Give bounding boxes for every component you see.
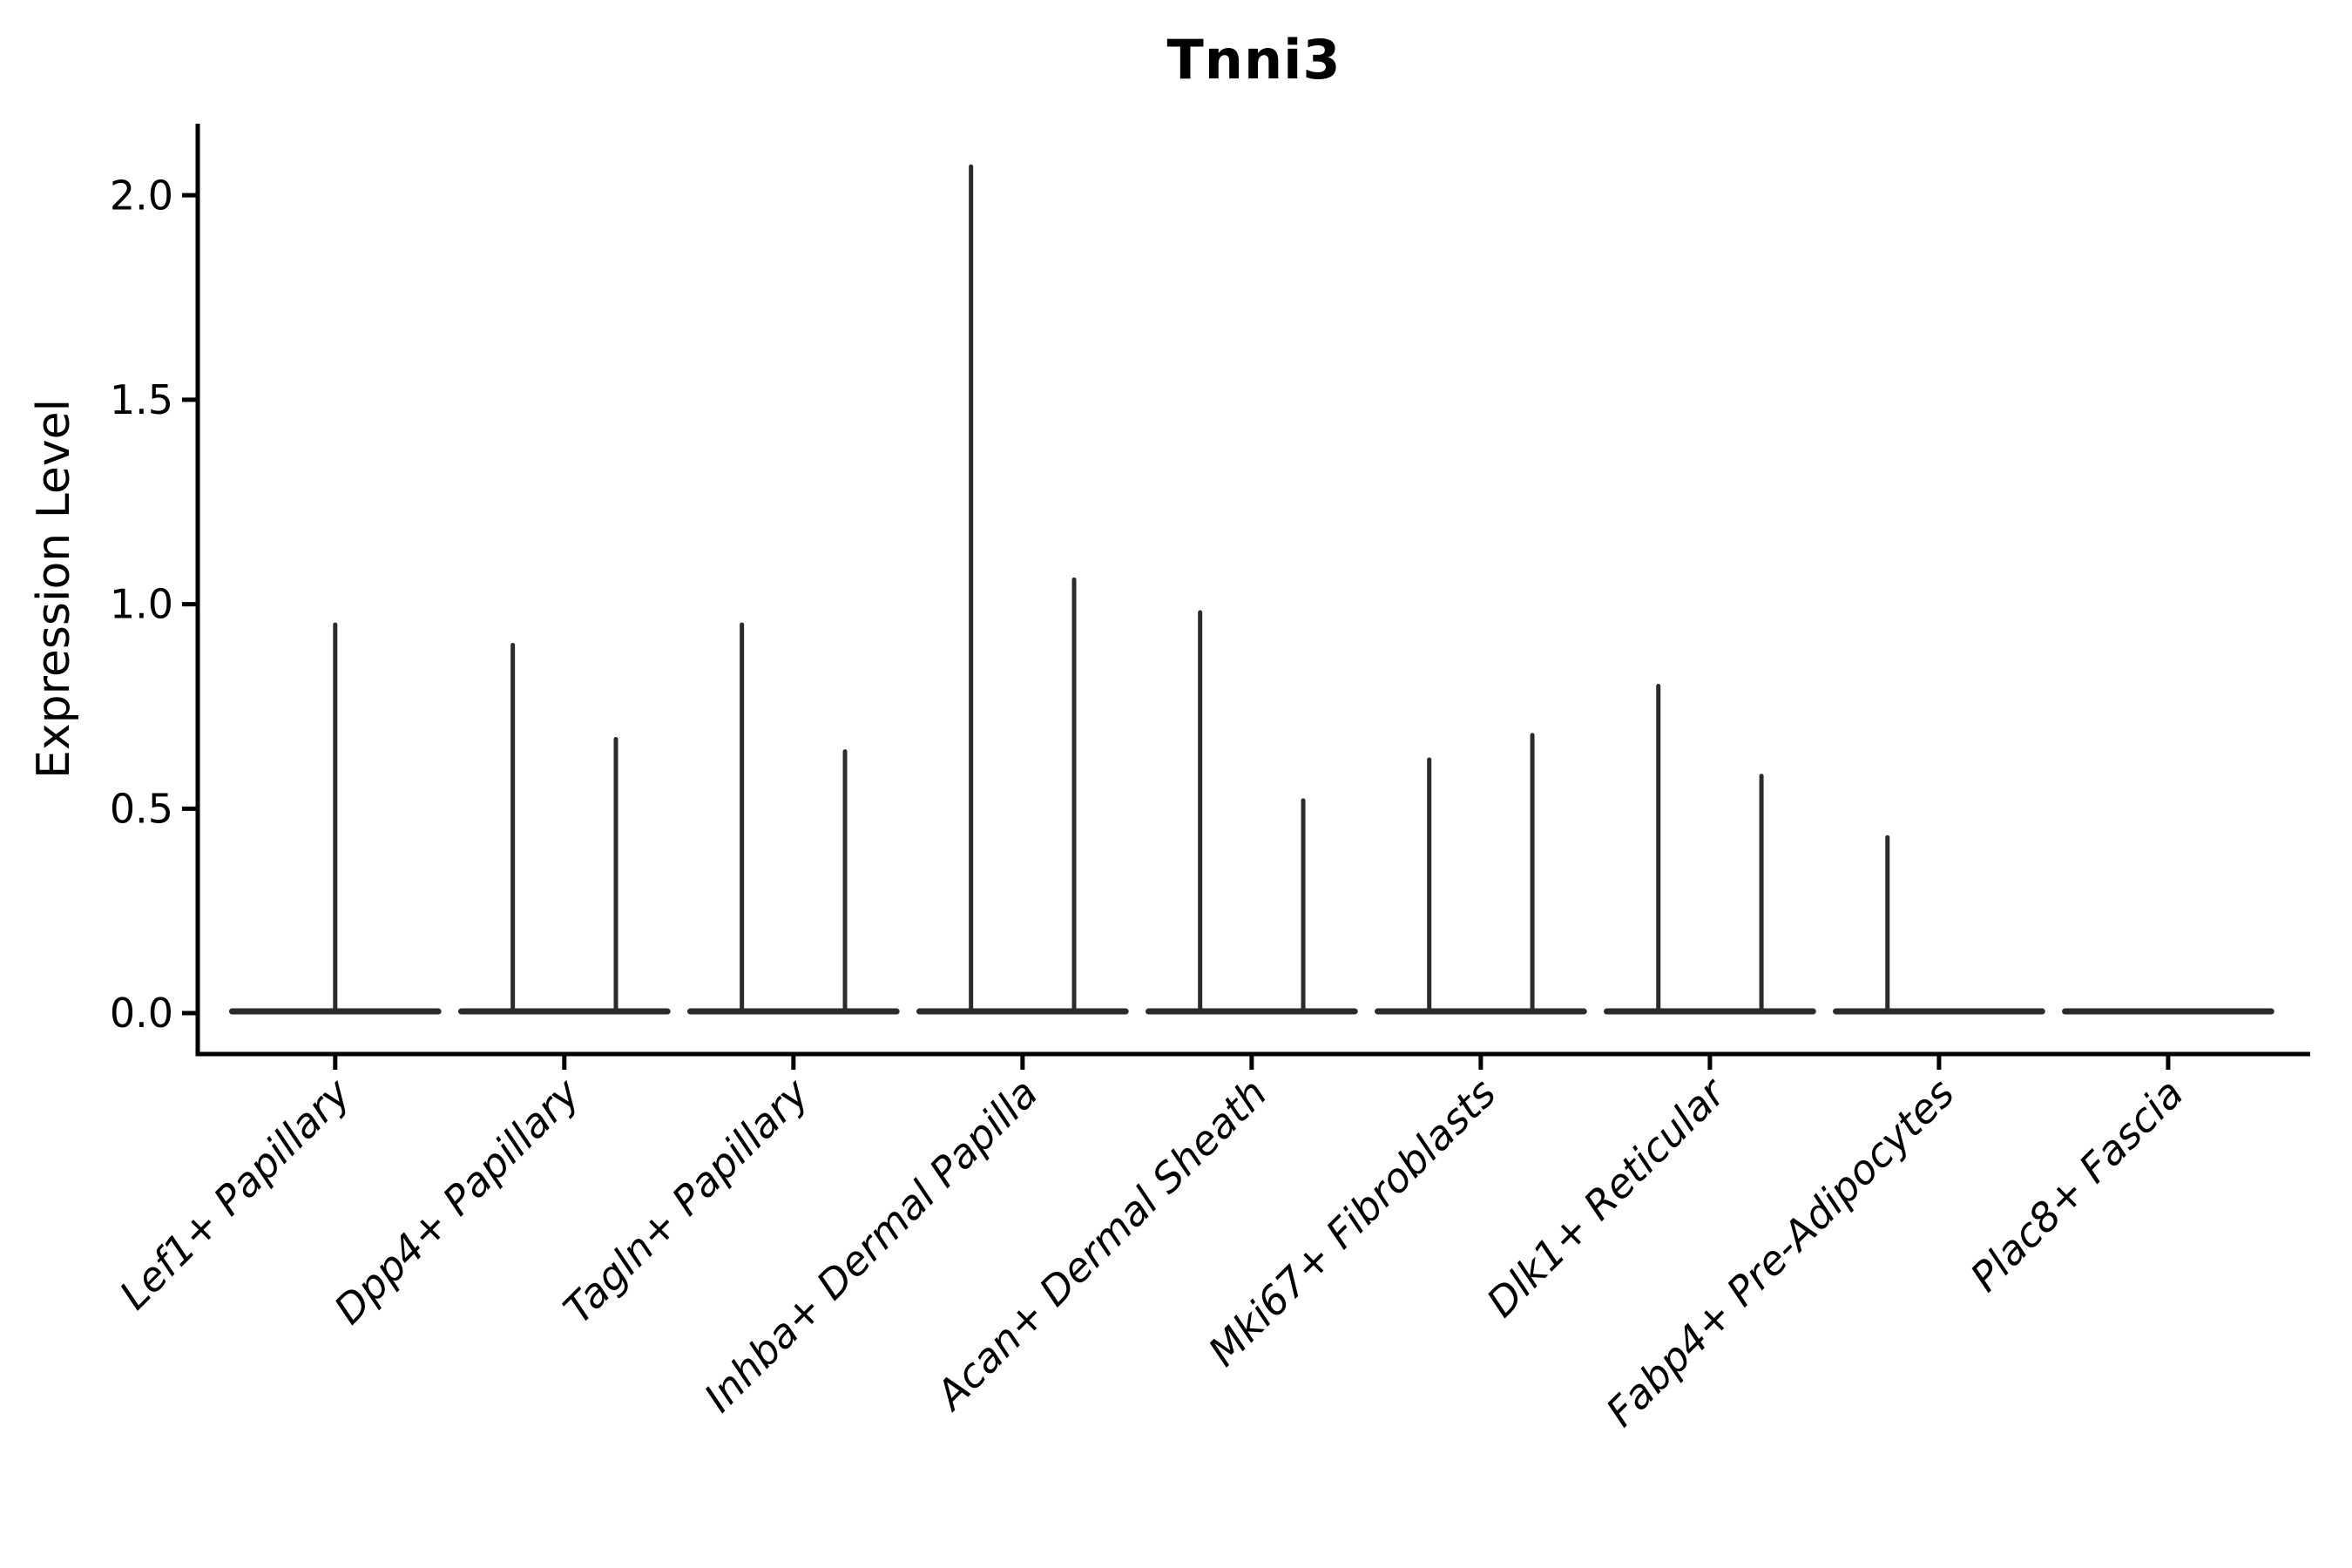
y-tick-label: 0.0 bbox=[110, 990, 173, 1037]
y-tick-label: 1.0 bbox=[110, 581, 173, 628]
chart-title: Tnni3 bbox=[1166, 28, 1342, 91]
y-tick-label: 0.5 bbox=[110, 785, 173, 832]
x-tick-label: Tagln+ Papillary bbox=[554, 1069, 818, 1333]
y-tick-label: 2.0 bbox=[110, 172, 173, 219]
x-tick-label: Plac8+ Fascia bbox=[1961, 1070, 2192, 1301]
y-tick-label: 1.5 bbox=[110, 376, 173, 423]
x-tick-label: Lef1+ Papillary bbox=[111, 1069, 360, 1318]
x-tick-label: Dpp4+ Papillary bbox=[325, 1069, 589, 1333]
x-tick-label: Dlk1+ Reticular bbox=[1477, 1067, 1736, 1326]
